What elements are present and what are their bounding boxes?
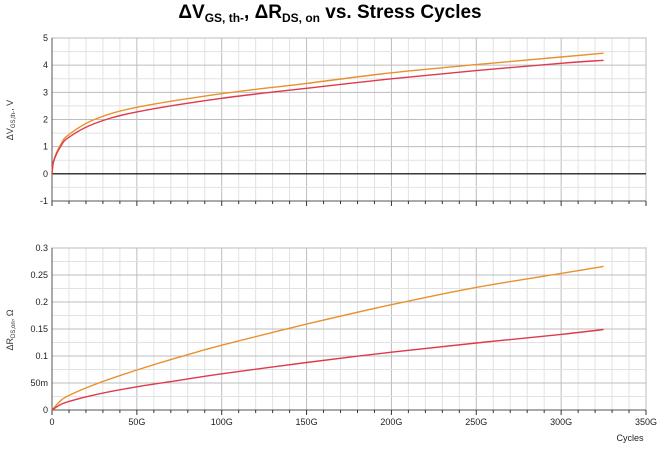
y-tick-label: 4 [43, 60, 48, 70]
chart-title: ΔVGS, th-, ΔRDS, on vs. Stress Cycles [0, 2, 660, 25]
title-part2: ΔR [254, 2, 282, 23]
y-axis-label: ΔVGS,th-, V [5, 100, 17, 140]
x-tick-label: 100G [211, 417, 233, 427]
title-part2-sub: DS, on [282, 11, 320, 25]
y-tick-label: 0.15 [30, 324, 48, 334]
series-line-red [51, 328, 604, 411]
series-line-red [51, 59, 604, 174]
top-chart: -1 0 1 2 3 4 5 ΔVGS,th-, V [5, 33, 647, 206]
y-tick-label: 3 [43, 87, 48, 97]
x-tick-label: 50G [128, 417, 145, 427]
x-axis-label: Cycles [616, 433, 644, 443]
y-tick-label: 5 [43, 33, 48, 43]
y-tick-label: 50m [30, 378, 48, 388]
x-tick-label: 250G [465, 417, 487, 427]
x-tick-label: 150G [296, 417, 318, 427]
y-tick-label: 1 [43, 142, 48, 152]
title-sep: , [244, 2, 255, 23]
title-part3: vs. Stress Cycles [320, 2, 482, 23]
y-tick-label: 0.3 [35, 243, 48, 253]
x-tick-label: 350G [635, 417, 657, 427]
x-tick-label: 0 [49, 417, 54, 427]
y-axis-label: ΔRDS,on, Ω [5, 309, 17, 350]
y-tick-label: 0 [43, 405, 48, 415]
y-tick-label: -1 [40, 196, 48, 206]
x-tick-label: 200G [380, 417, 402, 427]
series-line-orange [51, 265, 604, 411]
y-tick-label: 2 [43, 115, 48, 125]
y-tick-label: 0.1 [35, 351, 48, 361]
y-tick-label: 0 [43, 169, 48, 179]
bottom-chart: 0 50m 0.1 0.15 0.2 0.25 0.3 0 50G 100G 150G 200G 250… [5, 243, 657, 443]
title-part1: ΔV [178, 2, 205, 23]
y-tick-label: 0.25 [30, 270, 48, 280]
title-part1-sub: GS, th- [204, 11, 245, 25]
y-tick-label: 0.2 [35, 297, 48, 307]
x-tick-label: 300G [550, 417, 572, 427]
series-line-orange [51, 52, 604, 174]
